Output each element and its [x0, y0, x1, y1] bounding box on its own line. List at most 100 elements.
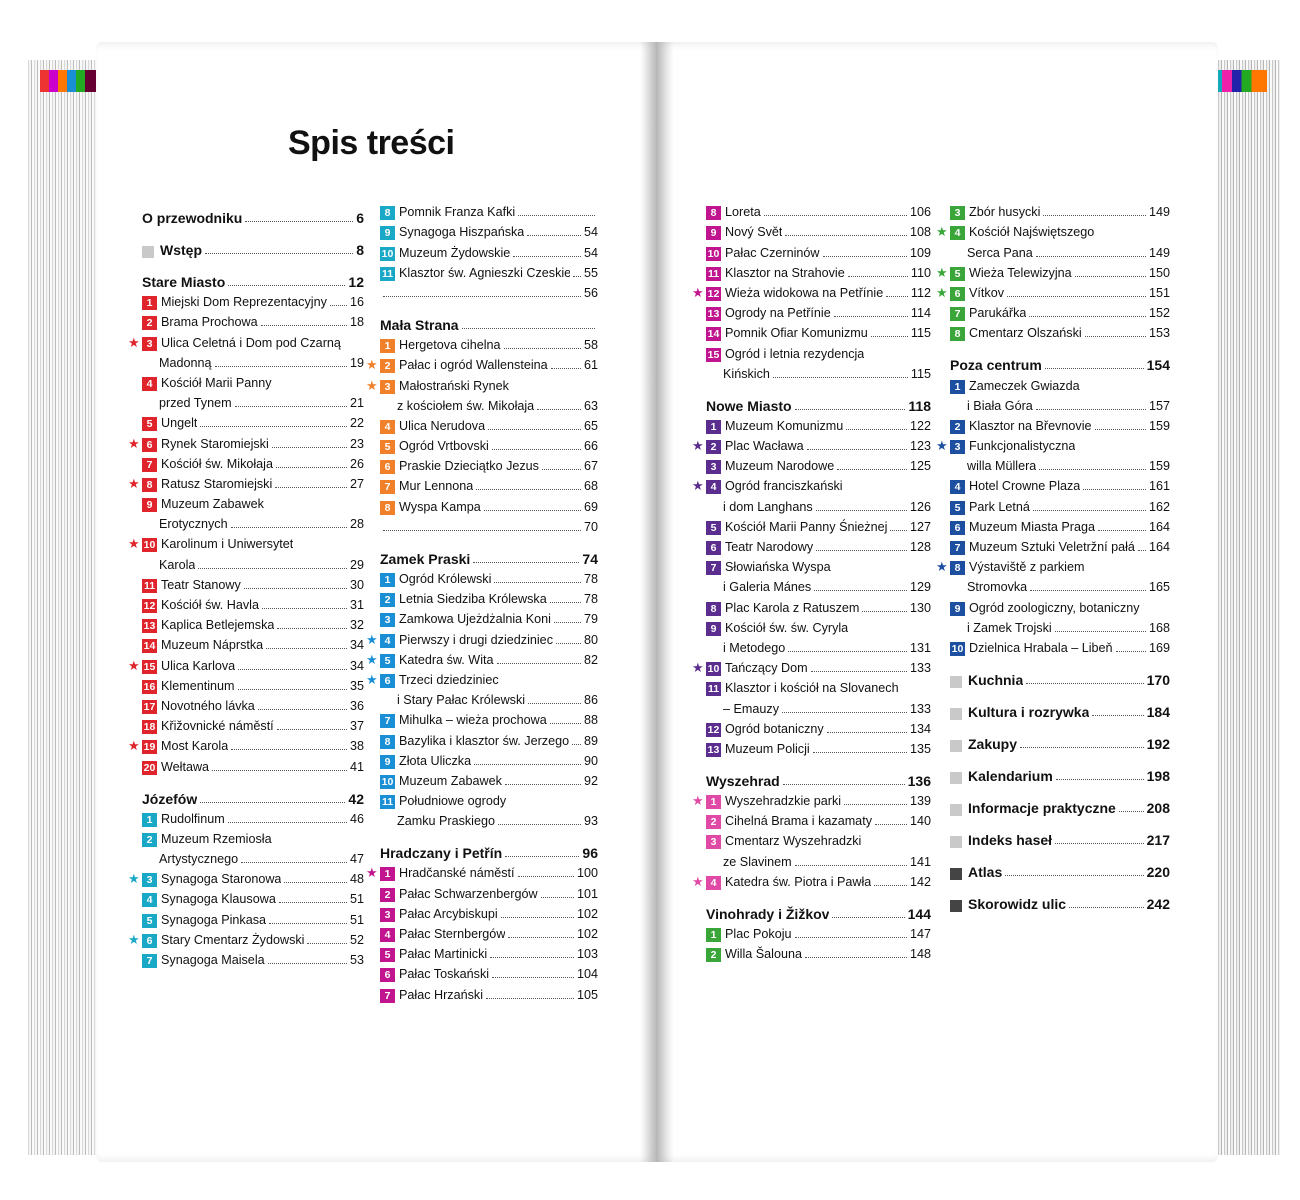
toc-entry[interactable]: 1 Hergetova cihelna 58 [380, 333, 598, 354]
toc-entry[interactable]: 3 Muzeum Narodowe 125 [706, 454, 931, 475]
toc-section[interactable]: Vinohrady i Žižkov 144 [706, 906, 931, 922]
toc-entry[interactable]: ★ 15 Ulica Karlova 34 [128, 653, 364, 674]
toc-entry[interactable]: 16 Klementinum 35 [142, 674, 364, 694]
toc-entry[interactable]: 1 Plac Pokoju 147 [706, 922, 931, 942]
toc-entry[interactable]: 7 Muzeum Sztuki Veletržní pałác 164 [950, 535, 1170, 555]
toc-entry[interactable]: ★ 3 Funkcjonalistyczna willa Müllera 159 [936, 434, 1170, 474]
toc-section[interactable]: Zamek Praski 74 [380, 551, 598, 567]
toc-entry[interactable]: 7 Pałac Hrzański 105 [380, 982, 598, 1003]
toc-entry[interactable]: 70 [380, 515, 598, 535]
toc-entry[interactable]: ★ 4 Ogród franciszkański i dom Langhans 126 [692, 474, 931, 514]
toc-entry[interactable]: 2 Willa Šalouna 148 [706, 942, 931, 963]
toc-entry[interactable]: 4 Pałac Sternbergów 102 [380, 922, 598, 942]
toc-entry[interactable]: ★ 4 Katedra św. Piotra i Pawła 142 [692, 870, 931, 890]
toc-entry[interactable]: ★ 6 Rynek Staromiejski 23 [128, 431, 364, 452]
toc-entry[interactable]: 2 Pałac Schwarzenbergów 101 [380, 881, 598, 902]
toc-entry[interactable]: 9 Ogród zoologiczny, botaniczny i Zamek Tr… [950, 595, 1170, 635]
toc-section[interactable]: Nowe Miasto 118 [706, 398, 931, 414]
toc-entry[interactable]: 9 Synagoga Hiszpańska 54 [380, 220, 598, 241]
toc-entry[interactable]: 3 Pałac Arcybiskupi 102 [380, 902, 598, 922]
toc-entry[interactable]: 1 Muzeum Komunizmu 122 [706, 414, 931, 434]
toc-entry[interactable]: ★ 19 Most Karola 38 [128, 734, 364, 755]
toc-entry[interactable]: 9 Kościół św. św. Cyryla i Metodego 131 [706, 616, 931, 656]
toc-entry[interactable]: 5 Kościół Marii Panny Śnieżnej 127 [706, 515, 931, 535]
toc-entry[interactable]: 13 Kaplica Betlejemska 32 [142, 613, 364, 634]
toc-entry[interactable]: 6 Pałac Toskański 104 [380, 962, 598, 983]
toc-entry[interactable]: 7 Mur Lennona 68 [380, 474, 598, 495]
toc-entry[interactable]: 6 Muzeum Miasta Praga 164 [950, 515, 1170, 535]
toc-entry[interactable]: 17 Novotného lávka 36 [142, 694, 364, 714]
toc-entry[interactable]: 6 Praskie Dzieciątko Jezus 67 [380, 454, 598, 475]
toc-entry[interactable]: ★ 6 Trzeci dziedziniec i Stary Pałac Królew… [366, 668, 598, 708]
toc-section[interactable]: Mała Strana [380, 317, 598, 333]
toc-entry[interactable]: 11 Klasztor św. Agnieszki Czeskiej 55 [380, 261, 598, 281]
toc-entry[interactable]: 1 Ogród Królewski 78 [380, 567, 598, 587]
toc-entry[interactable]: ★ 10 Karolinum i Uniwersytet Karola 29 [128, 532, 364, 572]
toc-entry[interactable]: 5 Pałac Martinicki 103 [380, 942, 598, 963]
toc-section[interactable]: Kuchnia 170 [950, 672, 1170, 688]
toc-entry[interactable]: 3 Zbór husycki 149 [950, 200, 1170, 221]
toc-entry[interactable]: 1 Miejski Dom Reprezentacyjny 16 [142, 290, 364, 311]
toc-entry[interactable]: ★ 8 Ratusz Staromiejski 27 [128, 472, 364, 492]
toc-entry[interactable]: 11 Teatr Stanowy 30 [142, 573, 364, 593]
toc-entry[interactable]: ★ 6 Vítkov 151 [936, 281, 1170, 301]
toc-entry[interactable]: 7 Mihulka – wieża prochowa 88 [380, 708, 598, 729]
toc-section[interactable]: Poza centrum 154 [950, 357, 1170, 373]
toc-entry[interactable]: 10 Dzielnica Hrabala – Libeň 169 [950, 636, 1170, 656]
toc-entry[interactable]: 12 Kościół św. Havla 31 [142, 593, 364, 613]
toc-entry[interactable]: 2 Brama Prochowa 18 [142, 310, 364, 331]
toc-entry[interactable]: 2 Cihelná Brama i kazamaty 140 [706, 809, 931, 830]
toc-entry[interactable]: ★ 1 Wyszehradzkie parki 139 [692, 789, 931, 810]
toc-entry[interactable]: 3 Cmentarz Wyszehradzki ze Slavinem 141 [706, 829, 931, 869]
toc-entry[interactable]: ★ 2 Pałac i ogród Wallensteina 61 [366, 353, 598, 374]
toc-entry[interactable]: 10 Pałac Czerninów 109 [706, 240, 931, 261]
toc-section[interactable]: Zakupy 192 [950, 736, 1170, 752]
toc-entry[interactable]: 6 Teatr Narodowy 128 [706, 535, 931, 555]
toc-entry[interactable]: 5 Park Letná 162 [950, 494, 1170, 515]
toc-section[interactable]: Wstęp 8 [142, 242, 364, 258]
toc-entry[interactable]: 13 Ogrody na Petřínie 114 [706, 301, 931, 322]
toc-entry[interactable]: ★ 4 Kościół Najświętszego Serca Pana 149 [936, 220, 1170, 260]
toc-entry[interactable]: 1 Zameczek Gwiazda i Biała Góra 157 [950, 373, 1170, 413]
toc-entry[interactable]: 5 Synagoga Pinkasa 51 [142, 907, 364, 928]
toc-entry[interactable]: ★ 3 Małostrański Rynek z kościołem św. Miko… [366, 373, 598, 413]
toc-entry[interactable]: ★ 8 Výstaviště z parkiem Stromovka 165 [936, 555, 1170, 595]
toc-entry[interactable]: 4 Kościół Marii Panny przed Tynem 21 [142, 371, 364, 411]
toc-entry[interactable]: 8 Bazylika i klasztor św. Jerzego 89 [380, 728, 598, 749]
toc-entry[interactable]: 20 Wełtawa 41 [142, 754, 364, 775]
toc-entry[interactable]: ★ 4 Pierwszy i drugi dziedziniec 80 [366, 627, 598, 648]
toc-entry[interactable]: 7 Parukářka 152 [950, 301, 1170, 322]
toc-entry[interactable]: 7 Synagoga Maisela 53 [142, 948, 364, 968]
toc-entry[interactable]: 11 Klasztor i kościół na Slovanech – Emauz… [706, 676, 931, 716]
toc-entry[interactable]: 14 Muzeum Náprstka 34 [142, 633, 364, 654]
toc-section[interactable]: Skorowidz ulic 242 [950, 896, 1170, 912]
toc-entry[interactable]: ★ 3 Ulica Celetná i Dom pod Czarną Madonną 1… [128, 330, 364, 370]
toc-entry[interactable]: 9 Złota Uliczka 90 [380, 749, 598, 769]
toc-entry[interactable]: 56 [380, 281, 598, 301]
toc-entry[interactable]: 9 Nový Svět 108 [706, 220, 931, 241]
toc-section[interactable]: Kultura i rozrywka 184 [950, 704, 1170, 720]
toc-section[interactable]: O przewodniku 6 [142, 210, 364, 226]
toc-section[interactable]: Hradczany i Petřín 96 [380, 845, 598, 861]
toc-section[interactable]: Stare Miasto 12 [142, 274, 364, 290]
toc-entry[interactable]: 11 Klasztor na Strahovie 110 [706, 261, 931, 281]
toc-entry[interactable]: 10 Muzeum Żydowskie 54 [380, 240, 598, 261]
toc-entry[interactable]: 14 Pomnik Ofiar Komunizmu 115 [706, 321, 931, 342]
toc-entry[interactable]: 15 Ogród i letnia rezydencja Kińskich 115 [706, 341, 931, 381]
toc-entry[interactable]: ★ 12 Wieża widokowa na Petřínie 112 [692, 281, 931, 301]
toc-entry[interactable]: 8 Plac Karola z Ratuszem 130 [706, 595, 931, 616]
toc-entry[interactable]: ★ 5 Wieża Telewizyjna 150 [936, 261, 1170, 281]
toc-entry[interactable]: 1 Rudolfinum 46 [142, 807, 364, 827]
toc-entry[interactable]: 3 Zamkowa Ujeżdżalnia Koni 79 [380, 607, 598, 628]
toc-entry[interactable]: 2 Klasztor na Břevnovie 159 [950, 414, 1170, 434]
toc-entry[interactable]: ★ 5 Katedra św. Wita 82 [366, 648, 598, 668]
toc-entry[interactable]: 12 Ogród botaniczny 134 [706, 717, 931, 737]
toc-entry[interactable]: ★ 6 Stary Cmentarz Żydowski 52 [128, 928, 364, 948]
toc-entry[interactable]: 8 Cmentarz Olszański 153 [950, 321, 1170, 342]
toc-entry[interactable]: 8 Loreta 106 [706, 200, 931, 221]
toc-entry[interactable]: 2 Muzeum Rzemiosła Artystycznego 47 [142, 827, 364, 867]
toc-entry[interactable]: 13 Muzeum Policji 135 [706, 737, 931, 757]
toc-entry[interactable]: 11 Południowe ogrody Zamku Praskiego 93 [380, 789, 598, 829]
toc-section[interactable]: Wyszehrad 136 [706, 773, 931, 789]
toc-entry[interactable]: 5 Ogród Vrtbovski 66 [380, 434, 598, 455]
